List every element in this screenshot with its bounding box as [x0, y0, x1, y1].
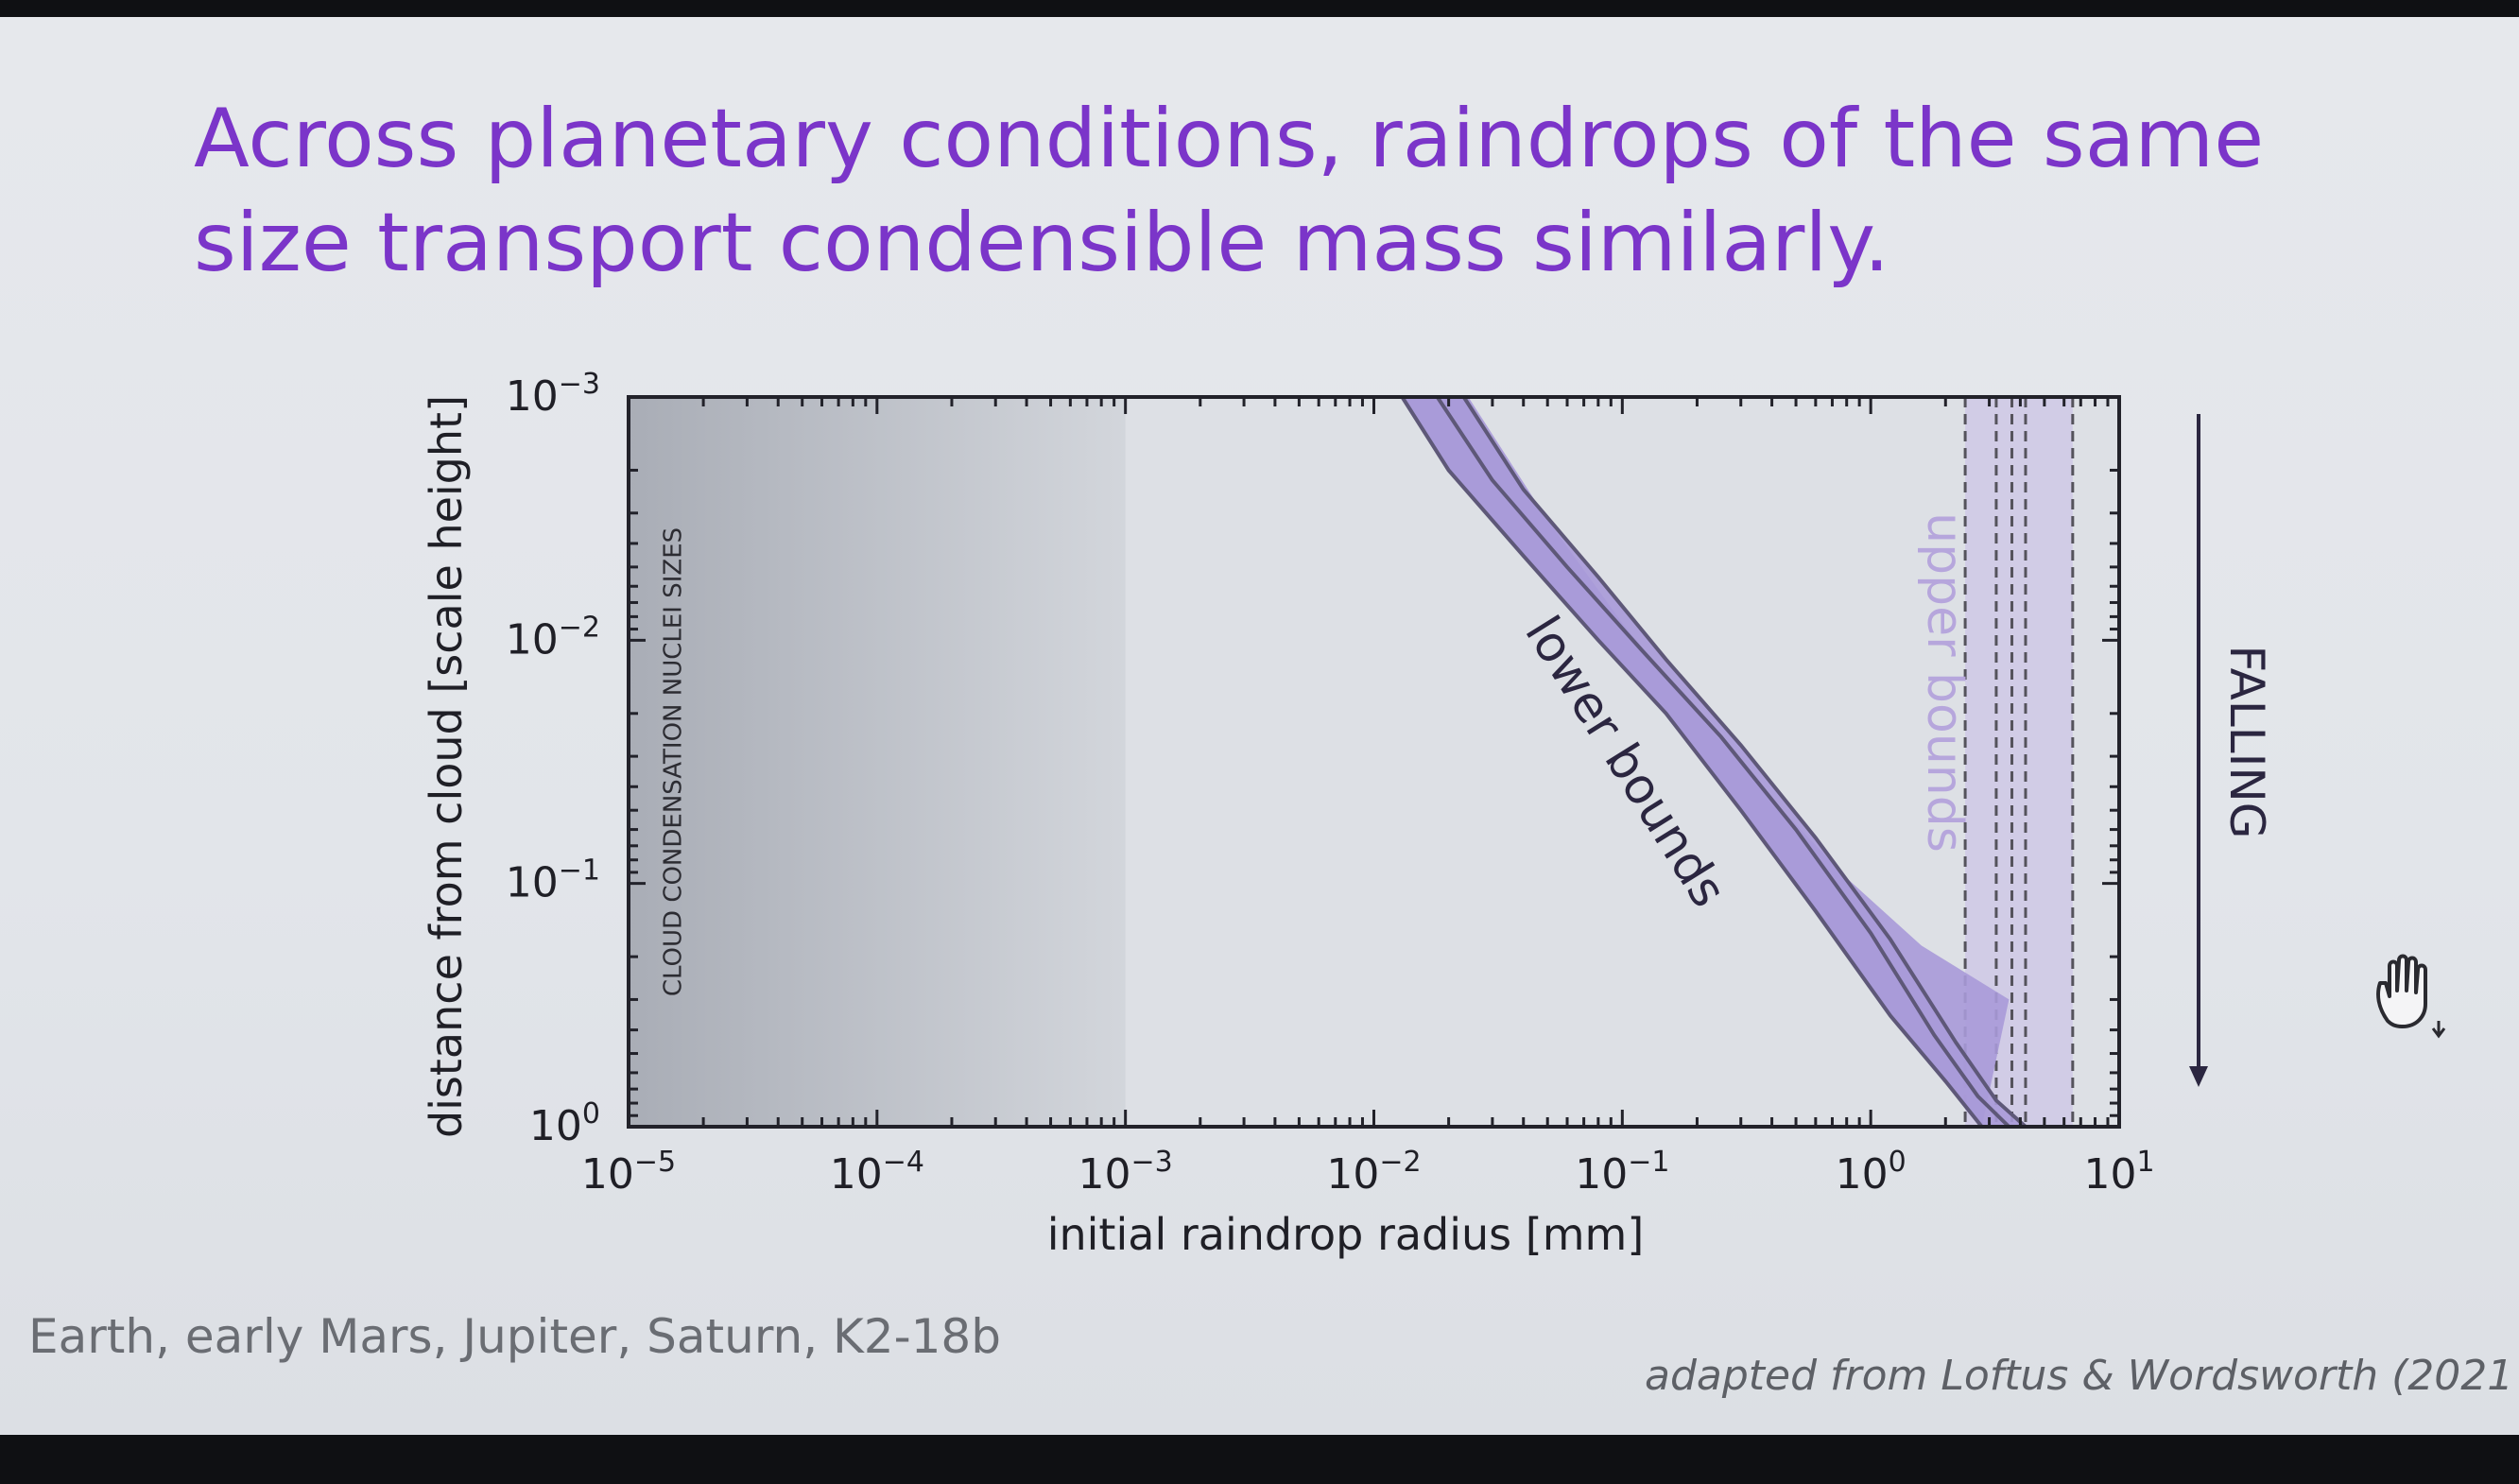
lower-bound-curve-2	[1461, 395, 2027, 1129]
ccn-region	[629, 397, 1126, 1127]
falling-label: FALLING	[2219, 646, 2274, 839]
x-tick-label: 10−1	[1575, 1146, 1669, 1199]
x-tick-label: 10−4	[830, 1146, 924, 1199]
ccn-label: CLOUD CONDENSATION NUCLEI SIZES	[659, 527, 687, 996]
lower-bound-curve-1	[1435, 395, 2010, 1129]
x-tick-label: 10−2	[1326, 1146, 1421, 1199]
y-tick-label: 10−3	[506, 368, 600, 421]
hand-cursor-icon	[2376, 954, 2446, 1039]
slide-title: Across planetary conditions, raindrops o…	[194, 87, 2368, 295]
title-line-1: Across planetary conditions, raindrops o…	[194, 92, 2265, 186]
x-tick-label: 101	[2083, 1146, 2154, 1199]
y-tick-label: 10−1	[506, 854, 600, 907]
x-tick-label: 10−3	[1078, 1146, 1173, 1199]
y-tick-label: 10−2	[506, 611, 600, 664]
lower-bounds-band-core	[1402, 397, 2026, 1127]
x-axis-label: initial raindrop radius [mm]	[1047, 1209, 1645, 1260]
x-tick-label: 100	[1836, 1146, 1907, 1199]
planets-note: Earth, early Mars, Jupiter, Saturn, K2-1…	[28, 1309, 1001, 1364]
y-axis-label: distance from cloud [scale height]	[421, 395, 472, 1138]
title-line-2: size transport condensible mass similarl…	[194, 196, 1890, 290]
lower-bound-curve-0	[1400, 395, 1984, 1129]
falling-arrow-head	[2189, 1066, 2208, 1087]
source-credit: adapted from Loftus & Wordsworth (2021	[1645, 1352, 2514, 1400]
upper-bounds-label: upper bounds	[1916, 512, 1973, 853]
x-tick-label: 10−5	[581, 1146, 676, 1199]
y-tick-label: 100	[529, 1097, 600, 1150]
